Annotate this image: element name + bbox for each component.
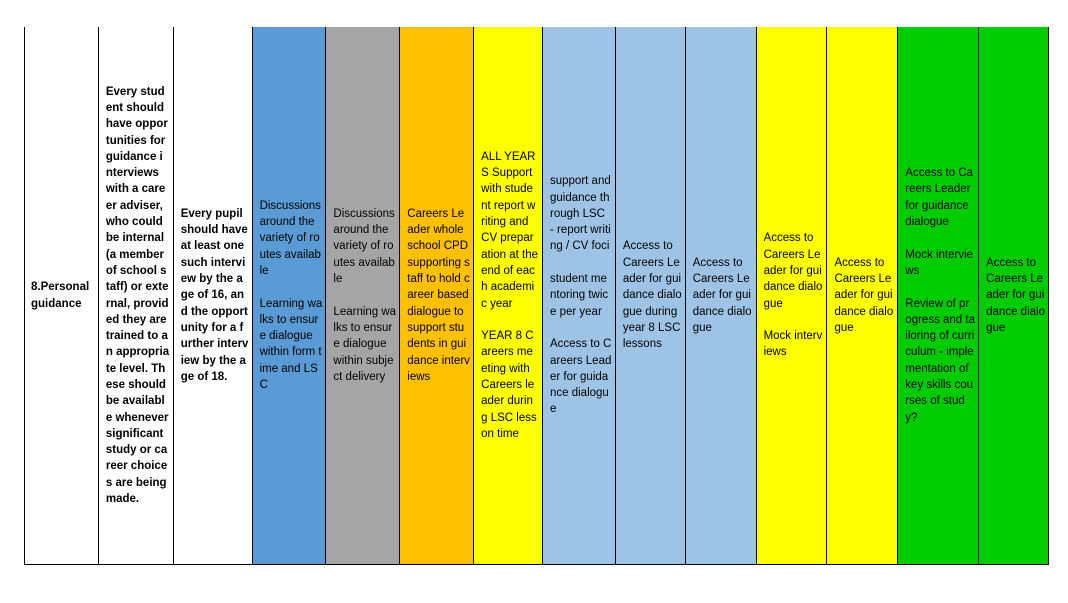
year-cell-text: ALL YEARS Support with student report wr… [481,150,539,440]
year-cell: Access to Careers Leader for guidance di… [615,27,686,564]
year-cell-text: Discussions around the variety of routes… [333,207,397,383]
year-cell-text: support and guidance through LSC - repor… [550,175,612,416]
year-cell-text: Access to Careers Leader for guidance di… [692,256,752,334]
year-cell-text: Access to Careers Leader for guidance di… [622,240,684,351]
guidance-table-row: 8.Personal guidance Every student should… [24,27,1049,565]
year-cell: Careers Leader whole school CPD supporti… [400,27,475,564]
year-cell-text: Access to Careers Leader for guidance di… [834,256,894,334]
expectation-text: Every pupil should have at least one suc… [180,207,252,383]
year-cell: Access to Careers Leader for guidance di… [756,27,828,564]
year-cell-text: Access to Careers Leader for guidance di… [905,167,975,424]
year-cell: Access to Careers Leader for guidance di… [685,27,757,564]
year-cell: Discussions around the variety of routes… [252,27,327,564]
year-cell: Access to Careers Leader for guidance di… [898,27,980,564]
year-cell: Discussions around the variety of routes… [326,27,401,564]
year-cell: Access to Careers Leader for guidance di… [827,27,899,564]
benchmark-cell: 8.Personal guidance [24,27,99,564]
year-cell-text: Access to Careers Leader for guidance di… [763,232,823,359]
year-cell-text: Access to Careers Leader for guidance di… [986,256,1045,334]
year-cell-text: Careers Leader whole school CPD supporti… [407,207,472,383]
year-cell: support and guidance through LSC - repor… [543,27,616,564]
year-cell-text: Discussions around the variety of routes… [259,199,323,391]
benchmark-label: 8.Personal guidance [31,281,93,310]
year-cell: ALL YEARS Support with student report wr… [474,27,543,564]
year-cell: Access to Careers Leader for guidance di… [979,27,1049,564]
expectation-cell: Every pupil should have at least one suc… [174,27,253,564]
requirement-cell: Every student should have opportunities … [99,27,174,564]
requirement-text: Every student should have opportunities … [105,85,172,506]
